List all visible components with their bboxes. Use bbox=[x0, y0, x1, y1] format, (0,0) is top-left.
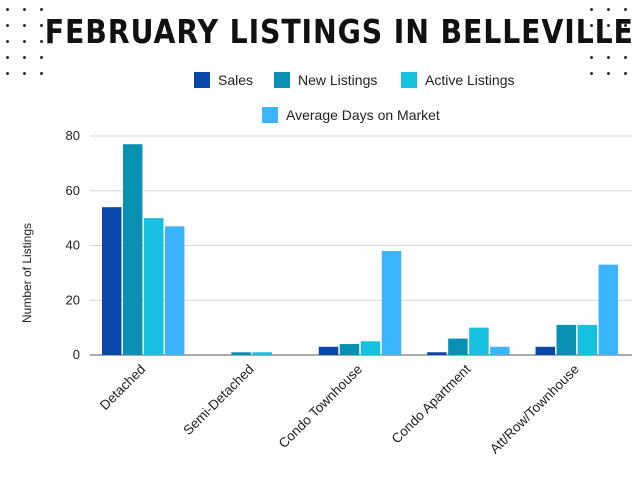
bar-new-listings bbox=[448, 338, 468, 355]
decorative-dot bbox=[624, 72, 627, 75]
legend-swatch bbox=[194, 72, 210, 88]
decorative-dot bbox=[607, 40, 610, 43]
bar-new-listings bbox=[231, 352, 251, 355]
decorative-dot bbox=[590, 40, 593, 43]
y-tick-label: 0 bbox=[73, 347, 80, 362]
decorative-dot bbox=[6, 8, 9, 11]
chart-title: FEBRUARY LISTINGS IN BELLEVILLE bbox=[44, 12, 634, 51]
bar-average-days-on-market bbox=[598, 264, 619, 355]
decorative-dot bbox=[23, 8, 26, 11]
bar-sales bbox=[427, 352, 447, 355]
legend-swatch bbox=[262, 107, 278, 123]
legend-label: Average Days on Market bbox=[286, 107, 440, 123]
y-axis-ticks: 0 20 40 60 80 bbox=[66, 128, 80, 362]
y-tick-label: 80 bbox=[66, 128, 80, 143]
decorative-dot bbox=[607, 8, 610, 11]
y-tick-label: 40 bbox=[66, 238, 80, 253]
decorative-dot bbox=[6, 56, 9, 59]
x-category-label: Condo Apartment bbox=[389, 361, 474, 446]
bar-active-listings bbox=[143, 218, 164, 355]
legend-swatch bbox=[401, 72, 417, 88]
decorative-dot bbox=[590, 8, 593, 11]
decorative-dot bbox=[607, 24, 610, 27]
bar-active-listings bbox=[577, 324, 598, 355]
legend-label: Active Listings bbox=[425, 72, 514, 88]
bar-average-days-on-market bbox=[490, 346, 510, 355]
decorative-dot bbox=[6, 24, 9, 27]
decorative-dot bbox=[624, 8, 627, 11]
bar-sales bbox=[535, 346, 556, 355]
decorative-dot bbox=[23, 24, 26, 27]
decorative-dot bbox=[40, 24, 43, 27]
decorative-dot bbox=[590, 24, 593, 27]
bar-active-listings bbox=[252, 352, 272, 355]
bar-sales bbox=[318, 346, 339, 355]
x-category-label: Detached bbox=[97, 362, 148, 413]
chart-legend: Sales New Listings Active Listings Average … bbox=[194, 72, 514, 123]
decorative-dot bbox=[6, 72, 9, 75]
decorative-dot bbox=[590, 72, 593, 75]
decorative-dot bbox=[607, 56, 610, 59]
x-category-label: Semi-Detached bbox=[180, 362, 256, 438]
decorative-dot bbox=[590, 56, 593, 59]
legend-swatch bbox=[274, 72, 290, 88]
decorative-dot bbox=[624, 24, 627, 27]
decorative-dot bbox=[40, 56, 43, 59]
legend-label: Sales bbox=[218, 72, 253, 88]
bar-new-listings bbox=[339, 344, 360, 355]
bar-new-listings bbox=[556, 324, 577, 355]
legend-label: New Listings bbox=[298, 72, 377, 88]
decorative-dot bbox=[23, 72, 26, 75]
y-axis-label: Number of Listings bbox=[20, 223, 34, 323]
y-tick-label: 20 bbox=[66, 292, 80, 307]
decorative-dot bbox=[607, 72, 610, 75]
decorative-dot bbox=[40, 72, 43, 75]
decorative-dot bbox=[624, 40, 627, 43]
decorative-dot bbox=[40, 8, 43, 11]
bar-sales bbox=[101, 207, 122, 355]
decorative-dot bbox=[6, 40, 9, 43]
bar-new-listings bbox=[122, 144, 143, 355]
decorative-dot bbox=[40, 40, 43, 43]
bar-average-days-on-market bbox=[164, 226, 185, 355]
decorative-dot bbox=[624, 56, 627, 59]
y-tick-label: 60 bbox=[66, 183, 80, 198]
bar-average-days-on-market bbox=[381, 250, 402, 355]
x-category-label: Att/Row/Townhouse bbox=[487, 362, 582, 457]
bars bbox=[101, 144, 619, 355]
decorative-dot bbox=[23, 56, 26, 59]
bar-active-listings bbox=[360, 341, 381, 355]
x-axis-categories: Detached Semi-Detached Condo Townhouse Cond… bbox=[97, 361, 582, 456]
x-category-label: Condo Townhouse bbox=[276, 362, 366, 452]
bar-active-listings bbox=[469, 327, 489, 355]
decorative-dot bbox=[23, 40, 26, 43]
